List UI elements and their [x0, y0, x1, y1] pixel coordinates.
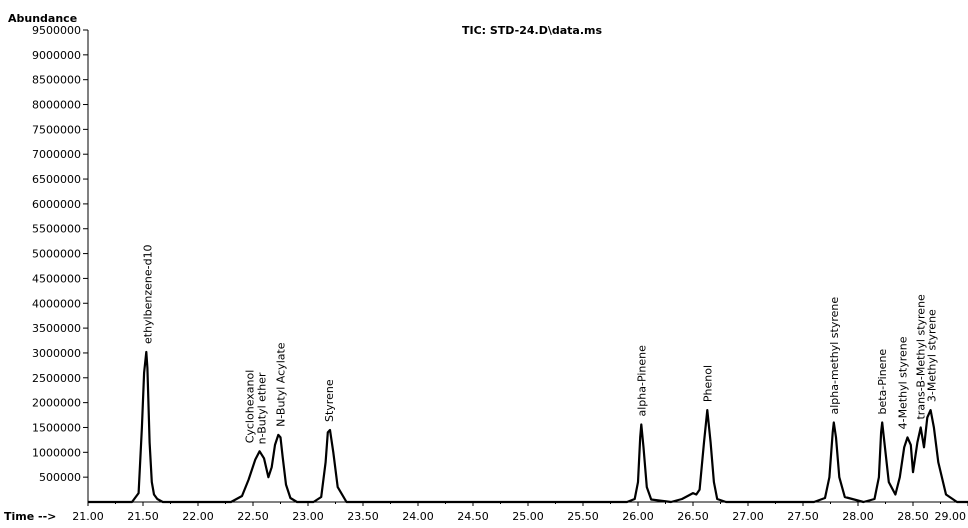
y-tick-label: 1000000 — [32, 446, 81, 459]
y-tick-label: 4500000 — [32, 272, 81, 285]
y-tick-label: 7500000 — [32, 123, 81, 136]
x-tick-label: 21.50 — [127, 510, 159, 523]
x-tick-label: 25.50 — [567, 510, 599, 523]
peak-label: alpha-methyl styrene — [828, 297, 841, 415]
peak-label: Styrene — [323, 379, 336, 422]
x-tick-label: 24.50 — [457, 510, 489, 523]
y-tick-label: 4000000 — [32, 297, 81, 310]
x-tick-label: 22.00 — [182, 510, 214, 523]
x-axis-title: Time --> — [4, 510, 56, 523]
x-tick-label: 21.00 — [72, 510, 104, 523]
y-tick-label: 9000000 — [32, 49, 81, 62]
x-tick-label: 28.00 — [842, 510, 874, 523]
x-tick-label: 23.00 — [292, 510, 324, 523]
x-tick-label: 27.00 — [732, 510, 764, 523]
x-axis-ticks: 21.00 21.50 22.00 22.50 23.00 23.50 24.00 24.50… — [72, 502, 968, 523]
x-tick-label: 22.50 — [237, 510, 269, 523]
peak-label: 4-Methyl styrene — [897, 336, 910, 429]
y-tick-label: 1500000 — [32, 421, 81, 434]
peak-label: 3-Methyl styrene — [926, 309, 939, 402]
x-tick-label: 25.00 — [512, 510, 544, 523]
peak-labels: ethylbenzene-d10 Cyclohexanol n-Butyl ethe… — [141, 244, 938, 444]
peak-label: trans-B-Methyl styrene — [915, 294, 928, 420]
peak-label: Phenol — [701, 365, 714, 402]
y-tick-label: 5000000 — [32, 248, 81, 261]
y-tick-label: 2000000 — [32, 397, 81, 410]
y-tick-label: 5500000 — [32, 223, 81, 236]
peak-label: N-Butyl Acylate — [275, 342, 288, 427]
x-tick-label: 23.50 — [347, 510, 379, 523]
x-tick-label: 29.00 — [935, 510, 967, 523]
x-tick-label: 26.50 — [677, 510, 709, 523]
y-tick-label: 9500000 — [32, 24, 81, 37]
y-tick-label: 2500000 — [32, 372, 81, 385]
x-tick-label: 26.00 — [622, 510, 654, 523]
x-tick-label: 28.50 — [897, 510, 929, 523]
tic-trace-line — [88, 350, 968, 504]
chart-title: TIC: STD-24.D\data.ms — [462, 24, 602, 37]
y-axis-ticks: 500000 1000000 1500000 2000000 2500000 300000… — [32, 24, 88, 484]
peak-label: n-Butyl ether — [256, 372, 269, 444]
y-tick-label: 6000000 — [32, 198, 81, 211]
y-tick-label: 7000000 — [32, 148, 81, 161]
y-tick-label: 3000000 — [32, 347, 81, 360]
peak-label: ethylbenzene-d10 — [141, 244, 154, 344]
x-tick-label: 27.50 — [787, 510, 819, 523]
y-tick-label: 500000 — [39, 471, 81, 484]
peak-label: Cyclohexanol — [244, 370, 257, 444]
y-tick-label: 8500000 — [32, 74, 81, 87]
peak-label: beta-Pinene — [876, 349, 889, 415]
y-tick-label: 6500000 — [32, 173, 81, 186]
x-tick-label: 24.00 — [402, 510, 434, 523]
peak-label: alpha-Pinene — [635, 345, 648, 417]
y-axis-title: Abundance — [8, 12, 77, 25]
y-tick-label: 3500000 — [32, 322, 81, 335]
y-tick-label: 8000000 — [32, 99, 81, 112]
